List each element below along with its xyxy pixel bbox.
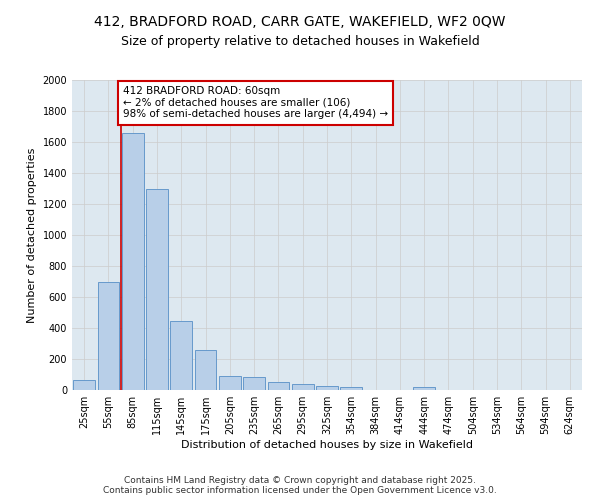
Text: Size of property relative to detached houses in Wakefield: Size of property relative to detached ho… xyxy=(121,35,479,48)
X-axis label: Distribution of detached houses by size in Wakefield: Distribution of detached houses by size … xyxy=(181,440,473,450)
Bar xyxy=(413,387,435,390)
Text: 412 BRADFORD ROAD: 60sqm
← 2% of detached houses are smaller (106)
98% of semi-d: 412 BRADFORD ROAD: 60sqm ← 2% of detache… xyxy=(123,86,388,120)
Bar xyxy=(219,376,241,390)
Bar xyxy=(292,384,314,390)
Text: 412, BRADFORD ROAD, CARR GATE, WAKEFIELD, WF2 0QW: 412, BRADFORD ROAD, CARR GATE, WAKEFIELD… xyxy=(94,15,506,29)
Bar xyxy=(316,386,338,390)
Text: Contains HM Land Registry data © Crown copyright and database right 2025.
Contai: Contains HM Land Registry data © Crown c… xyxy=(103,476,497,495)
Bar xyxy=(170,321,192,390)
Bar xyxy=(194,350,217,390)
Bar xyxy=(97,282,119,390)
Bar xyxy=(243,377,265,390)
Bar xyxy=(268,382,289,390)
Bar xyxy=(122,132,143,390)
Bar xyxy=(146,188,168,390)
Bar xyxy=(73,380,95,390)
Bar xyxy=(340,386,362,390)
Y-axis label: Number of detached properties: Number of detached properties xyxy=(27,148,37,322)
